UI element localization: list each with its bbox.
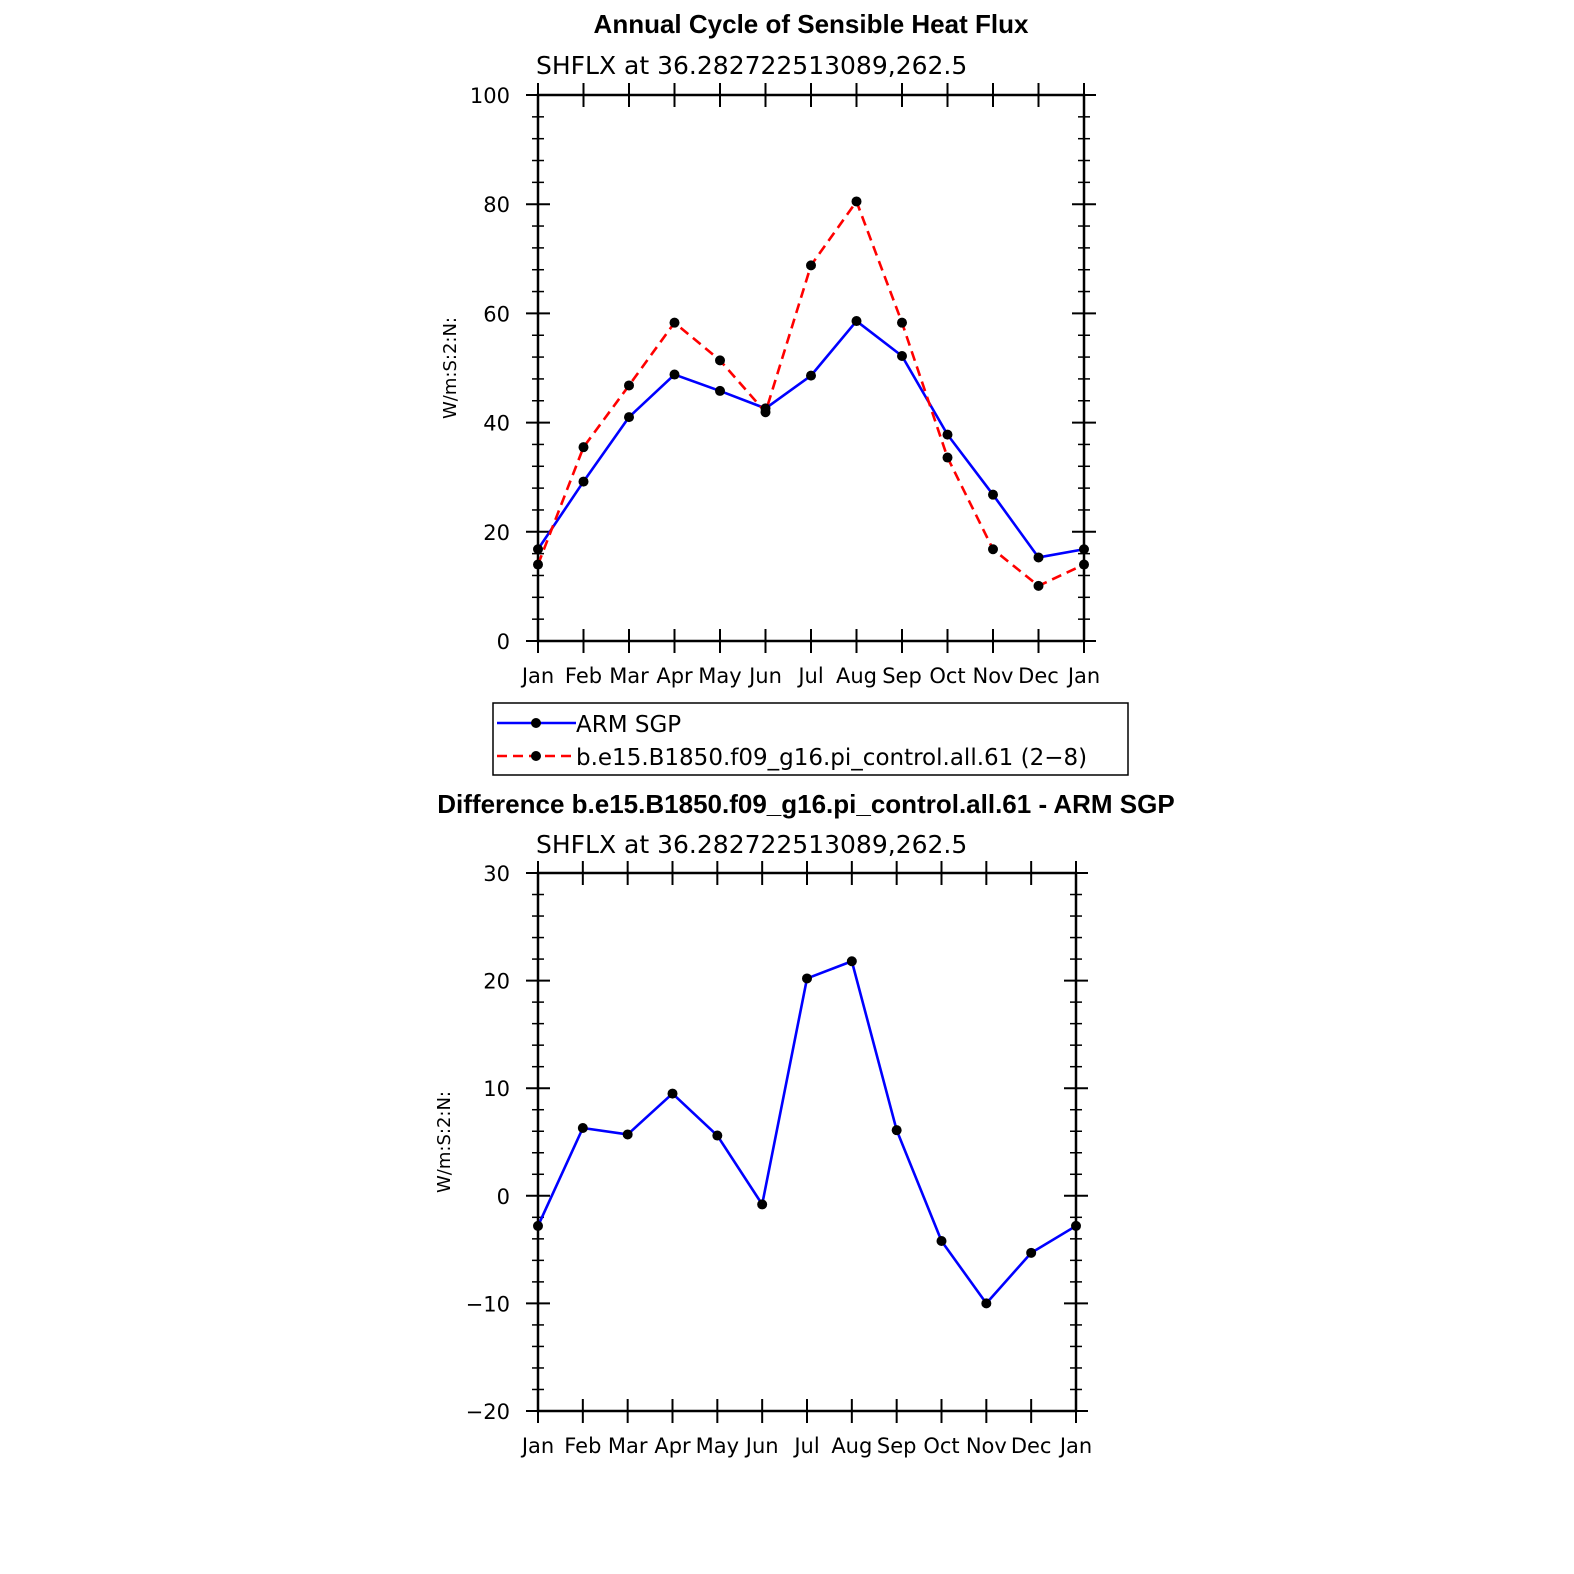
chart1-plot: Jan Feb Mar Apr May Jun Jul Aug Sep Oct Nov Dec Jan 0…: [470, 83, 1100, 688]
x-tick-label: Apr: [656, 664, 693, 688]
x-tick-label: May: [698, 664, 741, 688]
data-point-0: [851, 316, 862, 327]
data-point-1: [1033, 580, 1044, 591]
legend-label-arm: ARM SGP: [576, 712, 681, 738]
x-tick-label: Nov: [966, 1434, 1007, 1458]
data-point-0: [715, 385, 725, 396]
x-tick-label: Aug: [831, 1434, 872, 1458]
x-tick-label: Mar: [608, 1434, 648, 1458]
data-point-0: [624, 412, 634, 423]
x-tick-label: Mar: [609, 664, 649, 688]
chart1-legend: ARM SGP b.e15.B1850.f09_g16.pi_control.a…: [492, 702, 1129, 776]
legend-marker-arm: [531, 718, 541, 728]
y-tick-label: 10: [483, 1077, 510, 1101]
x-tick-label: Jul: [796, 664, 823, 688]
x-tick-label: Oct: [929, 664, 965, 688]
y-tick-label: 30: [483, 862, 510, 886]
x-tick-label: Aug: [836, 664, 877, 688]
y-tick-label: 20: [483, 970, 510, 994]
y-tick-label: −20: [466, 1400, 510, 1424]
data-point-0: [1071, 1220, 1081, 1231]
y-tick-label: 60: [483, 302, 510, 326]
x-tick-label: Dec: [1018, 664, 1059, 688]
data-point-0: [1033, 552, 1044, 563]
data-point-0: [988, 489, 998, 500]
y-tick-label: 0: [497, 630, 510, 654]
legend-marker-model: [531, 751, 541, 761]
data-point-0: [1079, 544, 1089, 555]
x-tick-label: Sep: [877, 1434, 917, 1458]
data-point-0: [802, 973, 812, 984]
data-point-0: [936, 1235, 947, 1246]
chart2-title: Difference b.e15.B1850.f09_g16.pi_contro…: [437, 789, 1174, 819]
x-tick-label: Jan: [520, 1434, 554, 1458]
x-tick-label: Feb: [565, 664, 602, 688]
data-point-1: [942, 452, 953, 463]
y-tick-label: 80: [483, 193, 510, 217]
data-point-1: [624, 380, 634, 391]
data-point-0: [533, 1220, 543, 1231]
x-tick-label: May: [696, 1434, 739, 1458]
x-tick-label: Apr: [654, 1434, 691, 1458]
x-tick-label: Nov: [973, 664, 1014, 688]
data-point-0: [669, 369, 680, 380]
data-point-0: [757, 1199, 768, 1210]
data-point-0: [577, 1123, 588, 1134]
data-point-0: [897, 350, 907, 361]
chart2-subtitle: SHFLX at 36.282722513089,262.5: [536, 830, 967, 859]
x-tick-label: Oct: [923, 1434, 959, 1458]
data-point-0: [622, 1129, 633, 1140]
data-point-0: [1026, 1247, 1037, 1258]
data-point-1: [578, 442, 589, 453]
x-tick-label: Jan: [1066, 664, 1100, 688]
x-tick-label: Jan: [520, 664, 554, 688]
y-tick-label: −10: [466, 1292, 510, 1316]
x-tick-label: Feb: [564, 1434, 601, 1458]
chart1-title: Annual Cycle of Sensible Heat Flux: [594, 9, 1029, 39]
chart2-ylabel: W/m:S:2:N:: [434, 1091, 455, 1193]
legend-box: [492, 702, 1129, 776]
x-tick-label: Jan: [1058, 1434, 1092, 1458]
data-point-1: [988, 544, 998, 555]
series-line-0: [536, 959, 1077, 1305]
x-tick-label: Jun: [747, 664, 782, 688]
y-tick-label: 20: [483, 521, 510, 545]
y-tick-label: 100: [470, 84, 510, 108]
x-tick-label: Sep: [882, 664, 922, 688]
data-point-1: [533, 559, 543, 570]
plot-frame: [536, 93, 1086, 643]
data-point-0: [806, 370, 816, 381]
series-line-1: [536, 200, 1085, 588]
x-tick-label: Dec: [1011, 1434, 1052, 1458]
x-tick-label: Jul: [792, 1434, 819, 1458]
y-tick-label: 40: [483, 412, 510, 436]
data-point-0: [578, 476, 589, 487]
data-point-1: [760, 407, 771, 418]
data-point-0: [533, 544, 543, 555]
x-tick-label: Jun: [744, 1434, 779, 1458]
series-line-0: [536, 319, 1085, 559]
legend-label-model: b.e15.B1850.f09_g16.pi_control.all.61 (2…: [576, 745, 1087, 771]
chart2-plot: Jan Feb Mar Apr May Jun Jul Aug Sep Oct Nov Dec Jan−…: [466, 861, 1092, 1458]
data-point-1: [1079, 559, 1089, 570]
y-tick-label: 0: [497, 1185, 510, 1209]
data-point-0: [981, 1298, 992, 1309]
data-point-1: [715, 355, 725, 366]
plot-frame: [536, 871, 1078, 1413]
data-point-0: [942, 429, 953, 440]
data-point-0: [891, 1125, 902, 1136]
chart1-subtitle: SHFLX at 36.282722513089,262.5: [536, 51, 967, 80]
data-point-1: [669, 317, 680, 328]
data-point-1: [897, 317, 907, 328]
data-point-0: [667, 1088, 678, 1099]
data-point-0: [846, 956, 857, 967]
data-point-1: [806, 260, 816, 271]
data-point-0: [712, 1130, 723, 1141]
chart1-ylabel: W/m:S:2:N:: [440, 317, 461, 419]
data-point-1: [851, 196, 862, 207]
